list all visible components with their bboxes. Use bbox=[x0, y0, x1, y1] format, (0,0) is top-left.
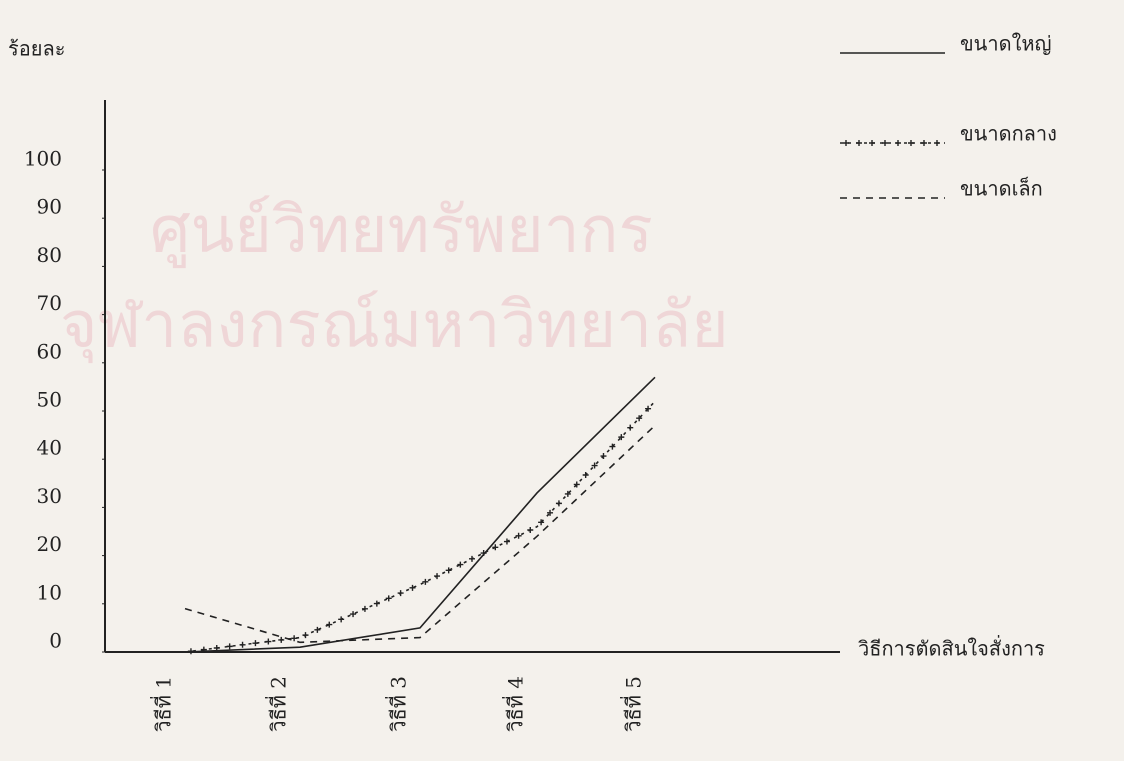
y-tick-label: 70 bbox=[37, 291, 62, 315]
plus-marker bbox=[895, 140, 901, 146]
y-tick-label: 90 bbox=[37, 195, 62, 219]
plus-marker bbox=[409, 584, 416, 591]
x-tick-label: วิธีที่ 1 bbox=[150, 676, 176, 732]
y-tick-label: 0 bbox=[49, 629, 62, 653]
plus-marker bbox=[503, 538, 510, 545]
plus-marker bbox=[338, 616, 345, 623]
legend-label: ขนาดใหญ่ bbox=[960, 32, 1052, 56]
plus-marker bbox=[869, 140, 875, 146]
plus-marker bbox=[555, 500, 562, 507]
x-tick-label: วิธีที่ 2 bbox=[265, 676, 291, 732]
plus-marker bbox=[856, 140, 862, 146]
plus-marker bbox=[908, 140, 914, 146]
plus-marker bbox=[547, 509, 554, 516]
plus-marker bbox=[213, 645, 220, 652]
plus-marker bbox=[385, 595, 392, 602]
plus-marker bbox=[627, 424, 634, 431]
plus-marker bbox=[326, 621, 333, 628]
legend-label: ขนาดกลาง bbox=[960, 122, 1057, 146]
watermark: ศูนย์วิทยทรัพยากร bbox=[150, 194, 653, 269]
y-tick-label: 80 bbox=[37, 243, 62, 267]
plus-marker bbox=[573, 481, 580, 488]
y-tick-label: 10 bbox=[37, 580, 62, 604]
y-tick-label: 20 bbox=[37, 532, 62, 556]
plus-marker bbox=[434, 573, 441, 580]
plus-marker bbox=[515, 532, 522, 539]
plus-marker bbox=[373, 600, 380, 607]
plus-marker bbox=[882, 140, 888, 146]
plus-marker bbox=[636, 415, 643, 422]
plus-marker bbox=[480, 550, 487, 557]
plus-marker bbox=[350, 611, 357, 618]
plus-marker bbox=[600, 453, 607, 460]
plus-marker bbox=[843, 140, 849, 146]
y-tick-label: 50 bbox=[37, 388, 62, 412]
plus-marker bbox=[200, 646, 207, 653]
series-line bbox=[184, 376, 656, 653]
plus-marker bbox=[564, 490, 571, 497]
x-tick-label: วิธีที่ 4 bbox=[502, 676, 528, 732]
plus-marker bbox=[591, 462, 598, 469]
plus-marker bbox=[645, 405, 652, 412]
x-tick-label: วิธีที่ 5 bbox=[620, 676, 646, 732]
plus-marker bbox=[226, 643, 233, 650]
plus-marker bbox=[538, 519, 545, 526]
plus-marker bbox=[618, 434, 625, 441]
plus-marker bbox=[361, 605, 368, 612]
plus-marker bbox=[445, 567, 452, 574]
series-line bbox=[184, 424, 656, 644]
plus-marker bbox=[921, 140, 927, 146]
plus-marker bbox=[582, 471, 589, 478]
y-axis-label: ร้อยละ bbox=[8, 37, 65, 61]
plus-marker bbox=[609, 443, 616, 450]
plus-marker bbox=[422, 578, 429, 585]
plus-marker bbox=[278, 636, 285, 643]
plus-marker bbox=[492, 544, 499, 551]
plus-marker bbox=[252, 640, 259, 647]
x-tick-label: วิธีที่ 3 bbox=[385, 676, 411, 732]
plus-marker bbox=[302, 632, 309, 639]
plus-marker bbox=[187, 648, 194, 655]
y-tick-label: 60 bbox=[37, 339, 62, 363]
plus-marker bbox=[468, 555, 475, 562]
plus-marker bbox=[397, 590, 404, 597]
series-line bbox=[184, 400, 656, 653]
y-tick-label: 30 bbox=[37, 484, 62, 508]
plus-marker bbox=[457, 561, 464, 568]
plus-marker bbox=[314, 626, 321, 633]
plus-marker bbox=[291, 635, 298, 642]
plus-marker bbox=[934, 140, 940, 146]
watermark: จุฬาลงกรณ์มหาวิทยาลัย bbox=[60, 289, 729, 364]
y-tick-label: 100 bbox=[24, 147, 62, 171]
plus-marker bbox=[527, 527, 534, 534]
legend-label: ขนาดเล็ก bbox=[960, 176, 1043, 201]
plus-marker bbox=[265, 638, 272, 645]
plus-marker bbox=[239, 641, 246, 648]
x-axis-label: วิธีการตัดสินใจสั่งการ bbox=[858, 635, 1045, 661]
y-tick-label: 40 bbox=[37, 436, 62, 460]
